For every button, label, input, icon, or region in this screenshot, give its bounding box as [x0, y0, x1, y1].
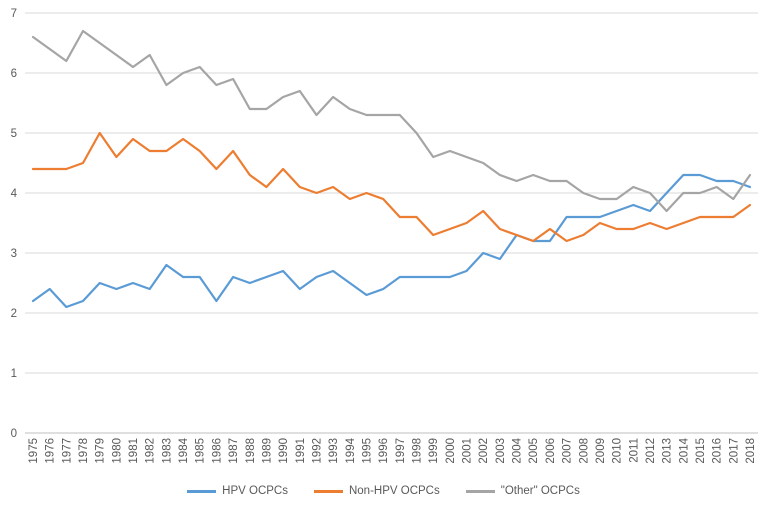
- legend-label-other-ocpcs: "Other" OCPCs: [500, 485, 580, 497]
- x-tick-label-1996: 1996: [378, 438, 390, 464]
- x-tick-label-1985: 1985: [195, 438, 207, 464]
- y-tick-label-6: 6: [11, 68, 17, 80]
- legend-item-hpv-ocpcs: HPV OCPCs: [187, 485, 288, 497]
- x-tick-label-1979: 1979: [95, 438, 107, 464]
- x-tick-label-2010: 2010: [612, 438, 624, 464]
- y-tick-label-5: 5: [11, 128, 17, 140]
- y-axis-tick-labels: 0 1 2 3 4 5 6 7: [11, 8, 18, 440]
- series-line-non-hpv-ocpcs: [31, 131, 752, 243]
- x-tick-label-1980: 1980: [111, 438, 123, 464]
- x-tick-label-2009: 2009: [595, 438, 607, 464]
- x-tick-label-1998: 1998: [412, 438, 424, 464]
- legend-swatch-non-hpv-ocpcs: [313, 489, 343, 493]
- x-tick-label-2016: 2016: [712, 438, 724, 464]
- x-tick-label-1984: 1984: [178, 437, 190, 463]
- x-tick-label-1977: 1977: [61, 438, 73, 464]
- chart-legend: HPV OCPCs Non-HPV OCPCs "Other" OCPCs: [0, 479, 767, 503]
- legend-item-other-ocpcs: "Other" OCPCs: [465, 485, 580, 497]
- y-tick-label-7: 7: [11, 8, 17, 20]
- legend-swatch-hpv-ocpcs: [187, 489, 217, 493]
- x-tick-label-2001: 2001: [462, 438, 474, 464]
- x-tick-label-2017: 2017: [728, 438, 740, 464]
- gridlines: [25, 12, 758, 434]
- x-tick-label-1987: 1987: [228, 438, 240, 464]
- series-line-hpv-ocpcs: [31, 173, 752, 309]
- x-tick-label-1994: 1994: [345, 437, 357, 463]
- x-tick-label-1976: 1976: [45, 438, 57, 464]
- x-tick-label-2005: 2005: [528, 438, 540, 464]
- x-tick-label-1991: 1991: [295, 438, 307, 464]
- x-tick-label-1997: 1997: [395, 438, 407, 464]
- legend-label-hpv-ocpcs: HPV OCPCs: [222, 485, 288, 497]
- x-tick-label-2000: 2000: [445, 438, 457, 464]
- x-axis-year-labels: 1975 1976 1977 1978 1979 1980 1981 1982 1983 1984…: [28, 437, 757, 463]
- x-tick-label-2015: 2015: [695, 438, 707, 464]
- x-tick-label-1999: 1999: [428, 438, 440, 464]
- x-tick-label-1982: 1982: [145, 438, 157, 464]
- x-tick-label-1993: 1993: [328, 438, 340, 464]
- x-tick-label-1975: 1975: [28, 438, 40, 464]
- x-tick-label-1992: 1992: [311, 438, 323, 464]
- x-tick-label-1995: 1995: [361, 438, 373, 464]
- x-tick-label-2006: 2006: [545, 438, 557, 464]
- x-tick-label-1978: 1978: [78, 438, 90, 464]
- x-tick-label-1988: 1988: [245, 438, 257, 464]
- legend-label-non-hpv-ocpcs: Non-HPV OCPCs: [348, 485, 440, 497]
- series-line-other-ocpcs: [31, 29, 752, 213]
- x-tick-label-2004: 2004: [512, 437, 524, 463]
- x-tick-label-1983: 1983: [161, 438, 173, 464]
- x-tick-label-1986: 1986: [211, 438, 223, 464]
- y-tick-label-2: 2: [11, 308, 17, 320]
- y-tick-label-3: 3: [11, 248, 17, 260]
- x-tick-label-2007: 2007: [562, 438, 574, 464]
- x-tick-label-2011: 2011: [628, 438, 640, 463]
- x-tick-label-1981: 1981: [128, 438, 140, 464]
- y-tick-label-1: 1: [11, 368, 17, 380]
- legend-swatch-other-ocpcs: [465, 489, 495, 493]
- x-tick-label-2013: 2013: [662, 438, 674, 464]
- x-tick-label-2002: 2002: [478, 438, 490, 464]
- legend-item-non-hpv-ocpcs: Non-HPV OCPCs: [313, 485, 440, 497]
- x-tick-label-2003: 2003: [495, 438, 507, 464]
- data-series-lines: [31, 29, 752, 309]
- x-tick-label-2018: 2018: [745, 438, 757, 464]
- x-tick-label-2012: 2012: [645, 438, 657, 464]
- x-tick-label-2014: 2014: [678, 437, 690, 463]
- y-tick-label-4: 4: [11, 188, 18, 200]
- x-tick-label-1989: 1989: [261, 438, 273, 464]
- y-tick-label-0: 0: [11, 428, 17, 440]
- x-tick-label-2008: 2008: [578, 438, 590, 464]
- x-tick-label-1990: 1990: [278, 438, 290, 464]
